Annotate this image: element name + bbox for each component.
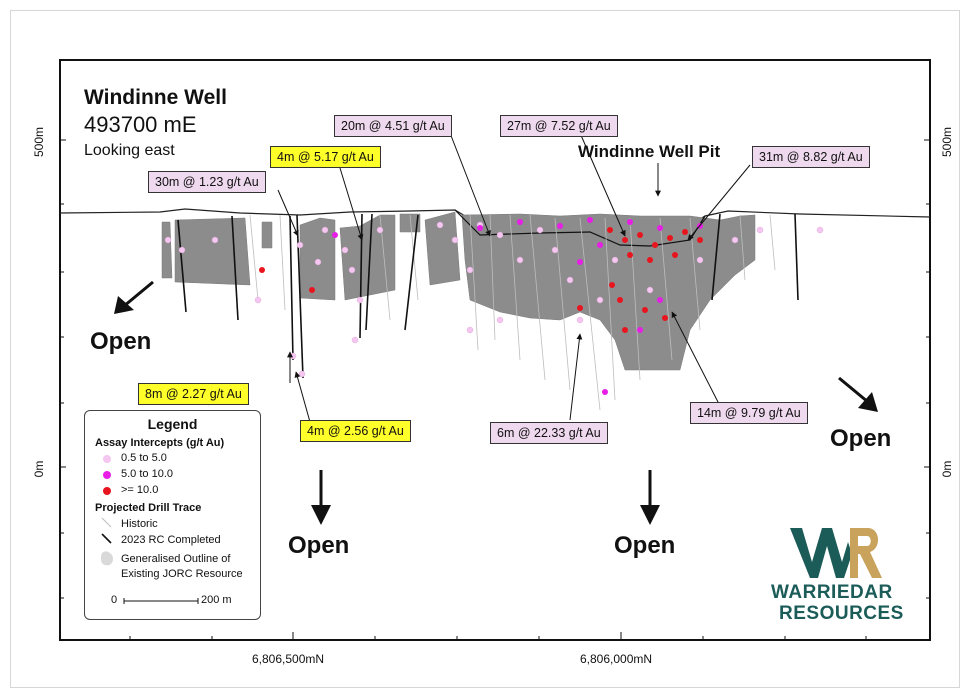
legend-outline-line1: Generalised Outline of <box>121 553 231 565</box>
open-arrows <box>114 280 878 525</box>
scale-end: 200 m <box>201 594 232 606</box>
legend-rc: 2023 RC Completed <box>121 534 221 546</box>
legend-outline-line2: Existing JORC Resource <box>121 568 243 580</box>
open-label: Open <box>614 532 676 559</box>
logo-text-line2: RESOURCES <box>779 603 904 624</box>
legend: Legend Assay Intercepts (g/t Au) 0.5 to … <box>84 410 261 620</box>
legend-dot-low <box>103 455 111 463</box>
legend-historic: Historic <box>121 518 158 530</box>
legend-dot-high <box>103 487 111 495</box>
section-view: Looking east <box>84 142 175 159</box>
callout-intercept: 4m @ 5.17 g/t Au <box>270 146 381 168</box>
legend-title: Legend <box>147 416 198 432</box>
callout-intercept: 14m @ 9.79 g/t Au <box>690 402 808 424</box>
rc-2023-drill-traces <box>177 213 799 379</box>
legend-assay-heading: Assay Intercepts (g/t Au) <box>95 437 225 449</box>
legend-symbols <box>101 517 114 566</box>
legend-dot-mid <box>103 471 111 479</box>
elevation-label: 0m <box>32 460 46 478</box>
map-border <box>59 59 931 641</box>
northing-label: 6,806,500mN <box>252 652 325 666</box>
northing-label: 6,806,000mN <box>580 652 653 666</box>
legend-trace-heading: Projected Drill Trace <box>95 502 202 514</box>
assay-dots-high <box>259 227 703 333</box>
warriedar-logo-icon <box>790 528 882 578</box>
elevation-label: 500m <box>940 126 954 157</box>
open-label: Open <box>830 425 892 452</box>
assay-dots-mid <box>332 217 703 395</box>
elevation-label: 0m <box>940 460 954 478</box>
callout-intercept: 31m @ 8.82 g/t Au <box>752 146 870 168</box>
scale-bar <box>123 598 199 604</box>
callout-intercept: 8m @ 2.27 g/t Au <box>138 383 249 405</box>
callout-intercept: 30m @ 1.23 g/t Au <box>148 171 266 193</box>
callout-leaders <box>277 132 751 423</box>
legend-assay-item: 0.5 to 5.0 <box>121 452 167 464</box>
scale-start: 0 <box>111 594 118 606</box>
legend-assay-item: 5.0 to 10.0 <box>121 468 173 480</box>
frame-ticks <box>60 139 930 640</box>
callout-intercept: 6m @ 22.33 g/t Au <box>490 422 608 444</box>
section-easting: 493700 mE <box>84 112 197 137</box>
callout-intercept: 4m @ 2.56 g/t Au <box>300 420 411 442</box>
pit-label: Windinne Well Pit <box>578 142 721 161</box>
open-label: Open <box>288 532 350 559</box>
assay-dots-low <box>164 221 824 378</box>
elevation-label: 500m <box>32 126 46 157</box>
callout-intercept: 27m @ 7.52 g/t Au <box>500 115 618 137</box>
open-label: Open <box>90 328 152 355</box>
callout-intercept: 20m @ 4.51 g/t Au <box>334 115 452 137</box>
legend-assay-item: >= 10.0 <box>121 484 159 496</box>
logo-text-line1: WARRIEDAR <box>771 582 893 603</box>
section-title: Windinne Well <box>84 86 227 109</box>
